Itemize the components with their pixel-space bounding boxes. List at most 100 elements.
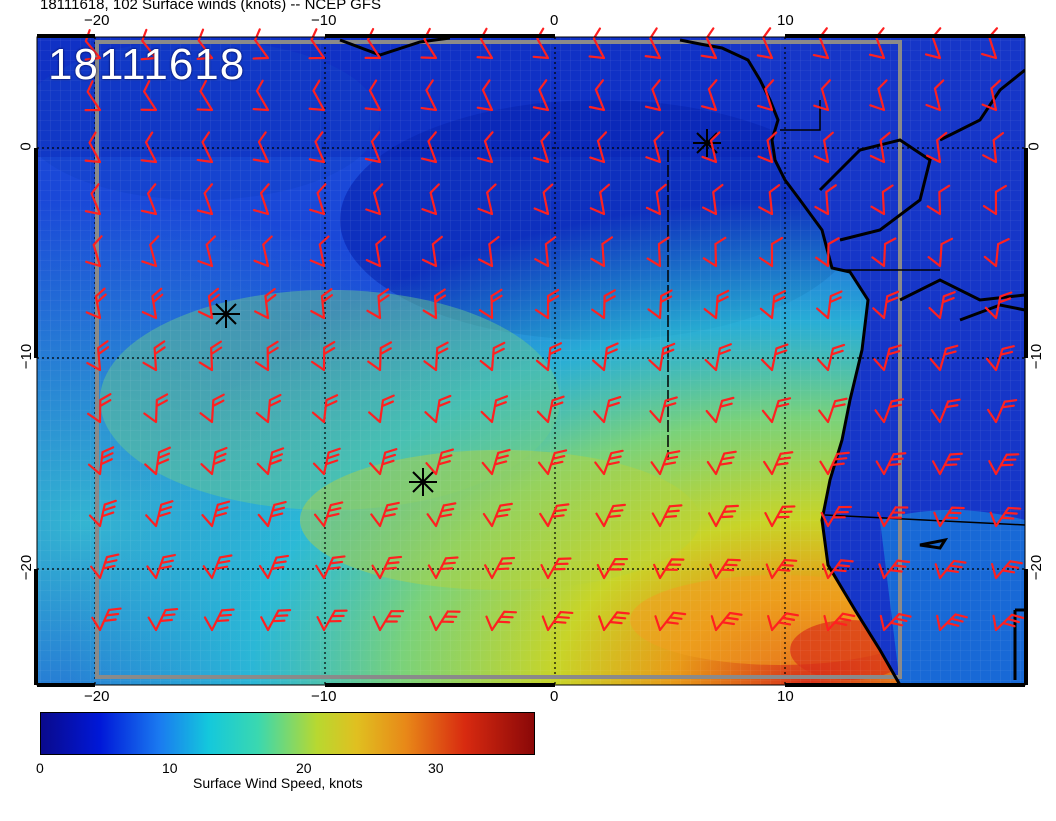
wind-barb bbox=[647, 289, 673, 320]
wind-barb bbox=[537, 449, 568, 476]
wind-barb bbox=[823, 612, 856, 632]
wind-barb bbox=[260, 609, 292, 632]
wind-barb bbox=[196, 131, 214, 164]
bottom-tick-label: −20 bbox=[84, 688, 110, 705]
wind-barb bbox=[989, 506, 1022, 528]
wind-barb bbox=[476, 131, 494, 164]
wind-barb bbox=[876, 506, 909, 528]
wind-barb bbox=[197, 235, 217, 268]
wind-barb bbox=[147, 607, 179, 632]
wind-barb bbox=[873, 344, 902, 372]
top-tick-label: 10 bbox=[777, 12, 794, 29]
wind-barb bbox=[481, 448, 511, 476]
wind-barb bbox=[814, 184, 837, 216]
wind-barb bbox=[589, 131, 608, 164]
wind-barb bbox=[756, 27, 774, 60]
wind-barb bbox=[539, 503, 570, 528]
wind-barb bbox=[536, 395, 565, 424]
wind-barb bbox=[479, 341, 506, 372]
wind-barb bbox=[816, 290, 843, 320]
wind-barb bbox=[765, 558, 798, 580]
top-tick-label: −20 bbox=[84, 12, 110, 29]
wind-barb bbox=[87, 393, 112, 424]
wind-barb bbox=[310, 288, 334, 320]
domain-box bbox=[95, 40, 902, 679]
wind-barb bbox=[253, 235, 273, 268]
wind-barb bbox=[145, 500, 174, 528]
wind-barb bbox=[140, 131, 158, 164]
wind-barb bbox=[84, 80, 102, 112]
wind-barb bbox=[85, 287, 107, 320]
wind-barb bbox=[988, 453, 1020, 476]
wind-barb bbox=[420, 79, 438, 112]
wind-barb bbox=[700, 27, 718, 60]
wind-barb bbox=[702, 236, 727, 268]
wind-barb bbox=[646, 236, 670, 268]
wind-barb bbox=[369, 448, 398, 476]
wind-barb bbox=[421, 235, 443, 268]
wind-barb bbox=[700, 79, 718, 112]
wind-barb bbox=[84, 131, 102, 164]
wind-barb bbox=[869, 131, 891, 164]
wind-barb bbox=[423, 341, 449, 372]
wind-barb bbox=[141, 235, 160, 268]
wind-barb bbox=[368, 394, 395, 424]
wind-barb bbox=[706, 450, 737, 476]
wind-barb bbox=[365, 183, 384, 216]
wind-barb bbox=[309, 235, 330, 268]
wind-barb bbox=[590, 236, 614, 268]
chart-header: 18111618, 102 Surface winds (knots) -- N… bbox=[40, 0, 381, 13]
wind-barb bbox=[878, 559, 911, 580]
wind-barb bbox=[758, 236, 784, 268]
wind-barb bbox=[595, 503, 626, 528]
wind-barb bbox=[869, 79, 888, 112]
wind-barb bbox=[821, 559, 854, 580]
wind-barb bbox=[819, 451, 850, 476]
wind-barb bbox=[364, 79, 382, 112]
wind-barb bbox=[254, 340, 279, 372]
wind-barb bbox=[929, 344, 959, 372]
wind-barb bbox=[198, 340, 223, 372]
wind-barb bbox=[371, 555, 403, 580]
wind-barb bbox=[196, 183, 214, 216]
wind-barb bbox=[308, 79, 326, 112]
wind-barb bbox=[704, 343, 732, 372]
wind-barb bbox=[925, 79, 945, 112]
wind-barb bbox=[91, 607, 122, 632]
wind-barb bbox=[420, 131, 438, 164]
speed-field bbox=[37, 37, 1025, 685]
wind-barb bbox=[197, 287, 220, 320]
wind-barb bbox=[424, 394, 452, 424]
wind-barb bbox=[532, 79, 550, 112]
star-marker bbox=[212, 300, 240, 328]
wind-barb bbox=[653, 558, 685, 580]
wind-barb bbox=[367, 341, 393, 372]
wind-barb bbox=[591, 289, 616, 320]
wind-barb bbox=[366, 288, 390, 320]
wind-barb bbox=[813, 131, 834, 164]
wind-barb bbox=[310, 340, 336, 372]
wind-barb bbox=[764, 505, 796, 528]
star-marker bbox=[693, 129, 721, 157]
wind-barb bbox=[485, 610, 518, 632]
wind-barbs bbox=[84, 27, 1025, 632]
date-stamp: 18111618 bbox=[48, 40, 246, 89]
right-tick-label: 0 bbox=[1025, 142, 1043, 151]
wind-barb bbox=[992, 613, 1025, 632]
wind-barb bbox=[593, 395, 622, 424]
wind-barb bbox=[705, 396, 735, 424]
wind-barb bbox=[313, 501, 344, 528]
wind-barb bbox=[312, 447, 341, 476]
wind-barb bbox=[252, 28, 270, 60]
wind-barb bbox=[928, 291, 956, 320]
wind-barb bbox=[90, 553, 120, 580]
wind-barb bbox=[760, 343, 789, 372]
wind-barb bbox=[649, 396, 678, 424]
wind-barb bbox=[650, 450, 681, 476]
wind-barb bbox=[254, 287, 277, 320]
wind-barb bbox=[598, 611, 630, 632]
wind-barb bbox=[758, 184, 781, 216]
wind-barb bbox=[201, 500, 231, 528]
wind-barb bbox=[202, 554, 233, 580]
wind-barb bbox=[199, 393, 225, 424]
